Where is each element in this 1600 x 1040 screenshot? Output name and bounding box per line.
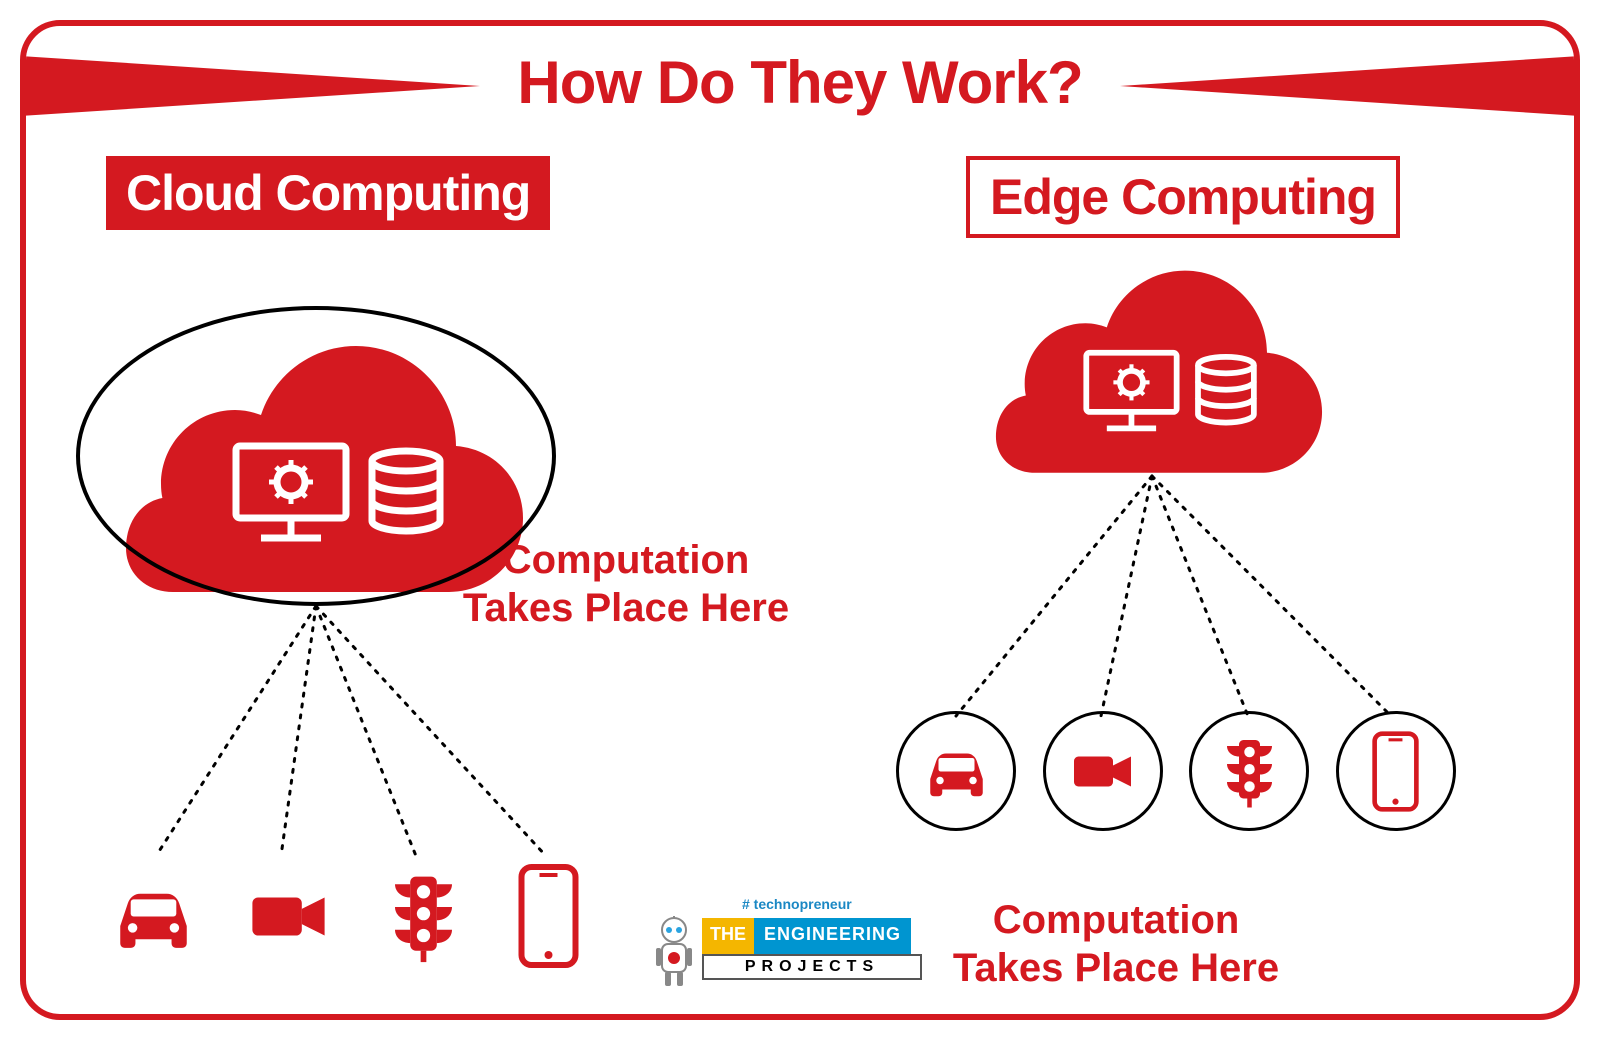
source-logo: # technopreneur THE ENGINEERING PROJECTS [652,896,912,1006]
car-icon [919,734,994,809]
logo-bar: THE ENGINEERING [702,918,922,954]
camera-icon [1065,734,1140,809]
device-ring [1336,711,1456,831]
annotation-line2: Takes Place Here [953,946,1279,990]
device-ring [1043,711,1163,831]
device-ring [1189,711,1309,831]
annotation-edge-computation: Computation Takes Place Here [946,896,1286,992]
annotation-line1: Computation [993,898,1240,942]
device-row-edge [896,706,1456,836]
logo-engineering: ENGINEERING [754,918,911,954]
logo-projects: PROJECTS [702,954,922,980]
phone-icon [1368,729,1423,814]
logo-hashtag: # technopreneur [742,896,852,912]
logo-the: THE [702,918,754,954]
device-ring [896,711,1016,831]
robot-icon [652,916,696,996]
traffic-light-icon [1212,734,1287,809]
connection-lines-right [26,26,1580,1020]
infographic-frame: How Do They Work? Cloud Computing [20,20,1580,1020]
